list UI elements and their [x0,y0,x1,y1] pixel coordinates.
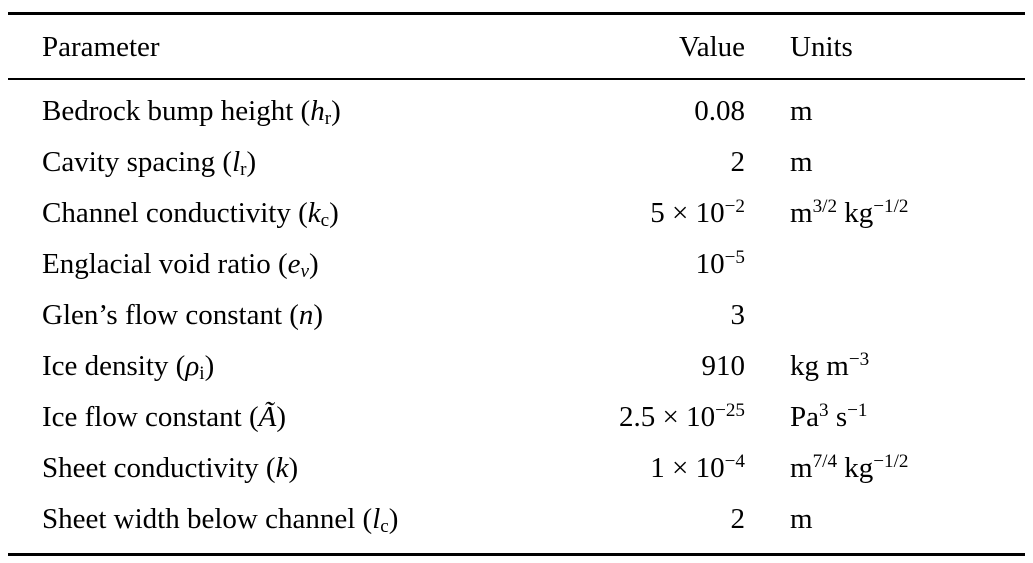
header-row: Parameter Value Units [8,14,1025,79]
header-value: Value [678,31,745,63]
param-cell: Channel conductivity (kc) [42,196,339,232]
units-cell [745,290,1025,341]
value-cell: 2.5 × 10−25 [618,399,745,433]
value-cell: 2 [730,145,746,178]
units-cell: Pa3 s−1 [790,399,868,433]
table-row: Ice density (ρi) 910 kg m−3 [8,341,1025,392]
table-body: Bedrock bump height (hr) 0.08 m Cavity s… [8,79,1025,554]
value-cell: 2 [730,502,746,535]
units-cell [745,239,1025,290]
value-cell: 10−5 [695,246,745,280]
table-row: Cavity spacing (lr) 2 m [8,137,1025,188]
header-parameter: Parameter [42,31,160,63]
param-cell: Cavity spacing (lr) [42,145,257,181]
value-cell: 1 × 10−4 [650,450,745,484]
table-row: Channel conductivity (kc) 5 × 10−2 m3/2 … [8,188,1025,239]
table-row: Ice flow constant (Ã) 2.5 × 10−25 Pa3 s−… [8,392,1025,443]
header-units: Units [790,31,853,63]
table-row: Sheet width below channel (lc) 2 m [8,494,1025,554]
table-row: Sheet conductivity (k) 1 × 10−4 m7/4 kg−… [8,443,1025,494]
units-cell: m [790,145,813,178]
value-cell: 910 [701,349,746,382]
param-cell: Ice flow constant (Ã) [42,400,286,433]
param-cell: Sheet width below channel (lc) [42,502,399,537]
param-cell: Sheet conductivity (k) [42,451,299,484]
param-cell: Glen’s flow constant (n) [42,298,324,331]
units-cell: m3/2 kg−1/2 [790,196,909,229]
units-cell: kg m−3 [790,348,870,382]
units-cell: m7/4 kg−1/2 [790,450,909,484]
units-cell: m [790,502,813,535]
table-row: Bedrock bump height (hr) 0.08 m [8,79,1025,137]
value-cell: 5 × 10−2 [650,196,745,229]
param-cell: Bedrock bump height (hr) [42,95,341,130]
parameters-table: Parameter Value Units Bedrock bump heigh… [8,12,1025,556]
param-cell: Englacial void ratio (eν) [42,247,319,283]
param-cell: Ice density (ρi) [42,349,215,385]
table-row: Englacial void ratio (eν) 10−5 [8,239,1025,290]
value-cell: 0.08 [694,95,745,127]
value-cell: 3 [730,298,746,331]
table-row: Glen’s flow constant (n) 3 [8,290,1025,341]
units-cell: m [790,95,813,127]
